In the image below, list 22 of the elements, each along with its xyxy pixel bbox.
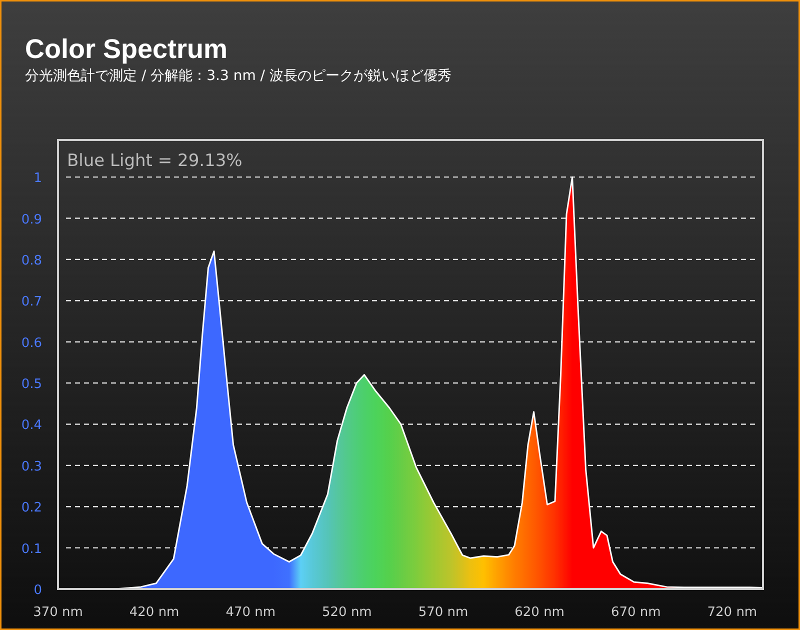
x-tick-label: 520 nm xyxy=(322,605,372,620)
y-tick-label: 0.9 xyxy=(21,212,42,228)
x-tick-label: 670 nm xyxy=(610,605,661,620)
y-tick-label: 0.4 xyxy=(21,418,42,434)
x-tick-label: 370 nm xyxy=(33,605,83,620)
x-tick-label: 620 nm xyxy=(514,605,564,620)
y-tick-label: 0 xyxy=(34,583,42,598)
x-tick-label: 570 nm xyxy=(418,605,468,620)
y-tick-label: 0.3 xyxy=(21,459,42,474)
y-tick-label: 0.8 xyxy=(21,253,42,268)
y-tick-label: 0.1 xyxy=(21,542,42,557)
y-tick-label: 0.5 xyxy=(21,377,42,392)
chart-title: Color Spectrum xyxy=(25,34,228,64)
y-tick-label: 0.6 xyxy=(21,336,42,351)
annotation: Blue Light = 29.13% xyxy=(67,151,242,171)
x-tick-label: 720 nm xyxy=(707,605,758,620)
y-tick-label: 1 xyxy=(34,171,42,186)
x-tick-label: 470 nm xyxy=(226,605,276,620)
x-tick-label: 420 nm xyxy=(129,605,180,620)
chart-subtitle: 分光測色計で測定 / 分解能：3.3 nm / 波長のピークが鋭いほど優秀 xyxy=(25,68,452,84)
y-tick-label: 0.7 xyxy=(21,294,42,310)
y-tick-label: 0.2 xyxy=(21,500,42,516)
